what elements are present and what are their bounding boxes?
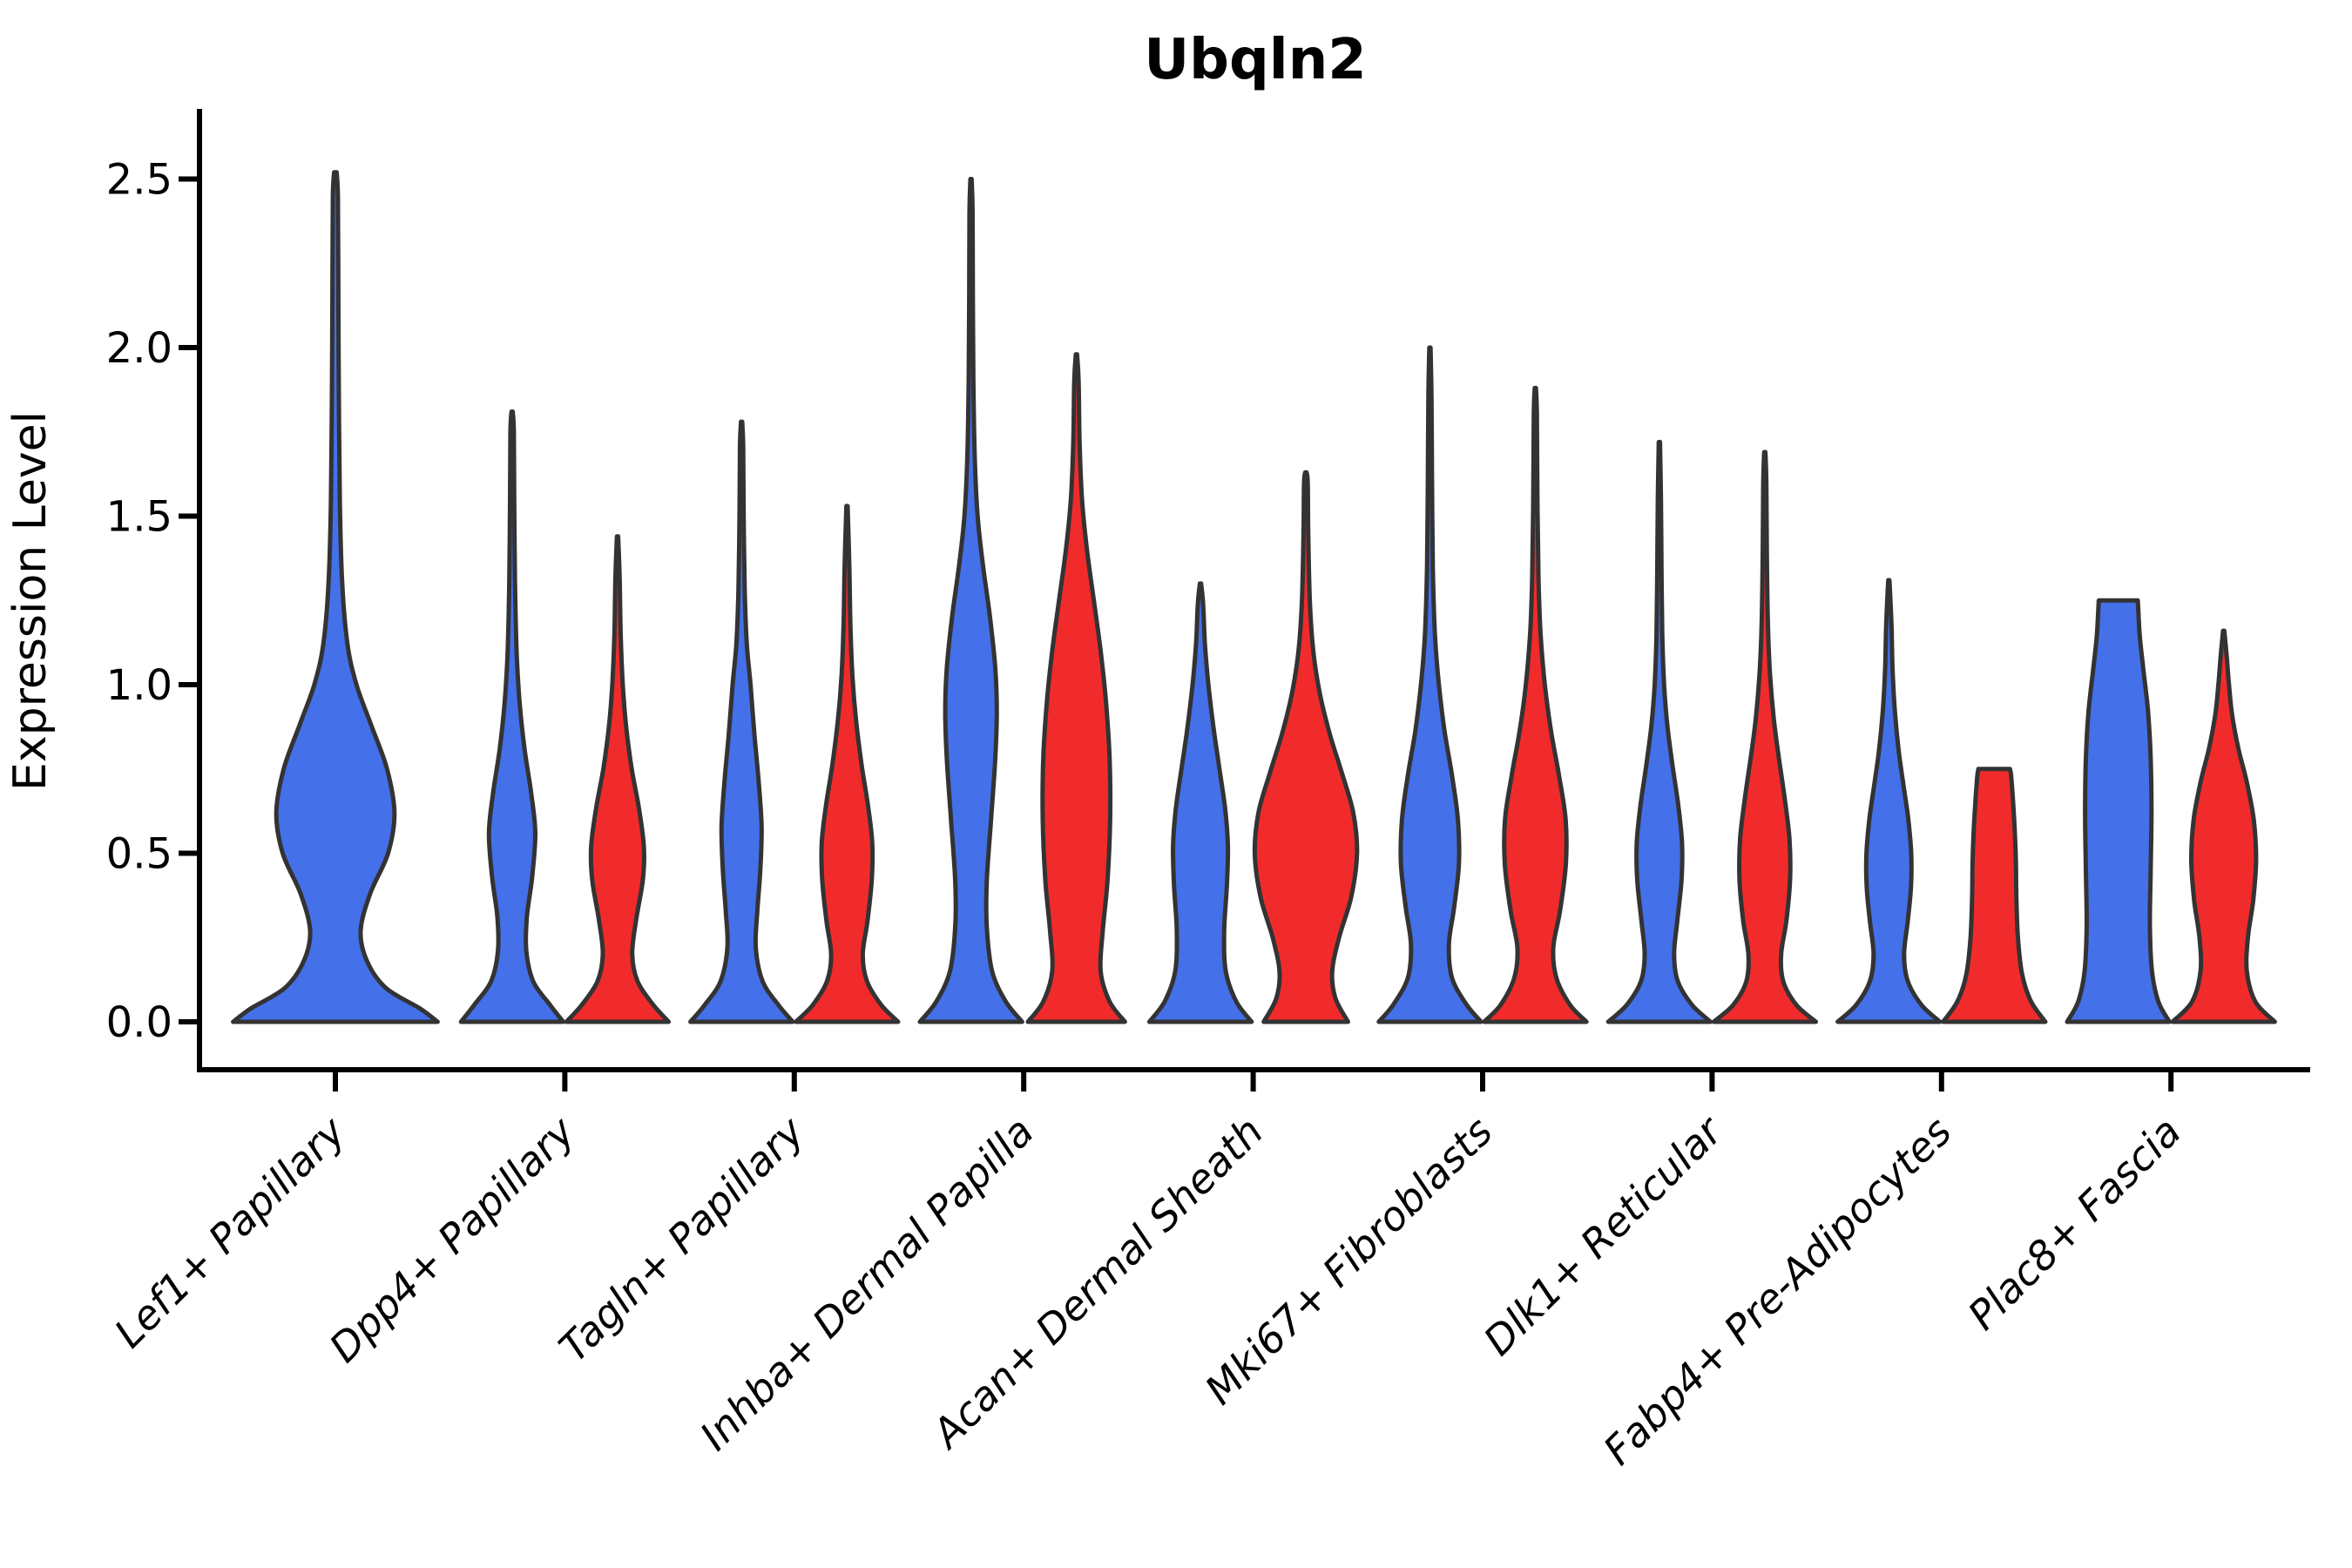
- y-tick-label: 2.5: [106, 156, 172, 205]
- y-tick-label: 1.5: [106, 493, 172, 542]
- y-tick-label: 1.0: [106, 661, 172, 710]
- violin-dlk1-reticular-red: [1711, 449, 1819, 1024]
- x-tick-label-tagln-papillary: Tagln+ Papillary: [550, 1107, 814, 1371]
- violin-tagln-papillary-blue: [688, 419, 795, 1024]
- violin-inhba-dermal-papilla-blue: [917, 177, 1024, 1024]
- violin-dlk1-reticular-blue: [1605, 439, 1713, 1024]
- y-axis-label: Expression Level: [4, 411, 57, 791]
- violin-dpp4-papillary-red: [564, 534, 672, 1024]
- violin-tagln-papillary-red: [794, 504, 901, 1024]
- axes-layer: [179, 109, 2310, 1092]
- violin-inhba-dermal-papilla-red: [1025, 352, 1127, 1024]
- y-tick-label: 0.5: [106, 830, 172, 879]
- violin-dpp4-papillary-blue: [458, 409, 566, 1024]
- x-tick-label-lef1-papillary: Lef1+ Papillary: [105, 1107, 355, 1356]
- violin-plac8-fascia-blue: [2065, 598, 2172, 1024]
- violin-lef1-papillary-blue: [231, 170, 440, 1024]
- y-tick-label: 2.0: [106, 324, 172, 373]
- x-tick-label-dlk1-reticular: Dlk1+ Reticular: [1475, 1105, 1734, 1364]
- violin-acan-dermal-sheath-red: [1252, 470, 1360, 1024]
- violin-mki67-fibroblasts-red: [1482, 385, 1589, 1024]
- violin-mki67-fibroblasts-blue: [1376, 345, 1484, 1024]
- violins-layer: [231, 170, 2277, 1024]
- violin-acan-dermal-sheath-blue: [1146, 581, 1254, 1024]
- y-tick-label: 0.0: [106, 998, 172, 1047]
- violin-fabp4-pre-adipocytes-blue: [1835, 578, 1943, 1024]
- x-tick-label-plac8-fascia: Plac8+ Fascia: [1959, 1108, 2190, 1339]
- violin-fabp4-pre-adipocytes-red: [1941, 767, 2048, 1024]
- plot-title: Ubqln2: [1144, 28, 1367, 92]
- violin-plac8-fascia-red: [2170, 628, 2277, 1024]
- x-tick-label-dpp4-papillary: Dpp4+ Papillary: [321, 1107, 585, 1371]
